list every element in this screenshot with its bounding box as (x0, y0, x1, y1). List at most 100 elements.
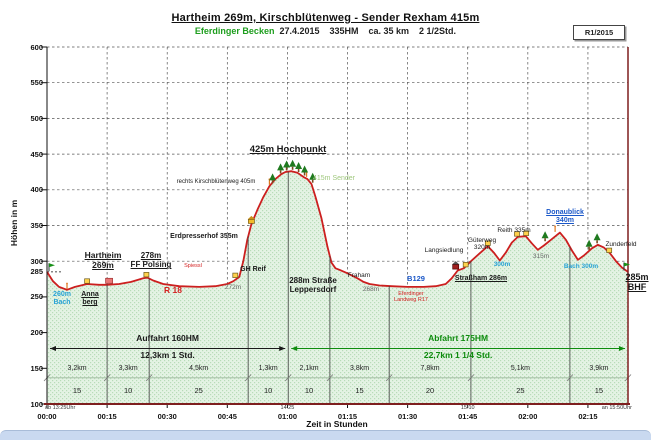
waypoint-marker-icon (66, 282, 68, 289)
waypoint-annotation: 288m Straße Leppersdorf (289, 276, 337, 295)
chart-title: Hartheim 269m, Kirschblütenweg - Sender … (171, 12, 480, 24)
segment-distance-label: 5,1km (510, 364, 530, 372)
x-tick-label: 00:30 (157, 412, 177, 421)
waypoint-annotation: Langsiedlung (424, 247, 464, 254)
segment-speed-label: 15 (72, 385, 82, 395)
house-icon (105, 277, 113, 284)
waypoint-annotation: Donaublick 340m (546, 209, 584, 225)
tree-icon (585, 239, 593, 250)
tree-icon (301, 165, 309, 176)
time-note: ab 13:25Uhr (45, 405, 76, 411)
segment-speed-label: 10 (304, 385, 314, 395)
x-tick-label: 00:00 (37, 412, 57, 421)
waypoint-annotation: GH Reif (240, 266, 266, 273)
x-tick-label: 00:15 (97, 412, 117, 421)
y-tick-label: 400 (30, 185, 43, 195)
climb-span-label: Auffahrt 160HM (136, 332, 199, 343)
waypoint-annotation: Anna berg (81, 291, 99, 307)
waypoint-annotation: Straßham 286m (454, 275, 508, 282)
y-tick-label: 550 (30, 78, 43, 88)
waypoint-marker-icon (84, 278, 90, 284)
house-icon (451, 261, 460, 270)
waypoint-annotation: Bach 300m (563, 263, 599, 270)
segment-speed-label: 15 (594, 385, 604, 395)
x-tick-label: 01:45 (458, 412, 478, 421)
tree-icon (283, 160, 291, 171)
x-tick-label: 02:00 (518, 412, 538, 421)
waypoint-annotation: 272m (224, 284, 242, 291)
waypoint-annotation: 268m (362, 286, 380, 293)
climb-span-sublabel: 12,3km 1 Std. (140, 349, 195, 360)
route-id-badge[interactable]: R1/2015 (573, 25, 625, 40)
y-tick-label: 150 (30, 363, 43, 373)
segment-distance-label: 3,8km (350, 364, 370, 372)
segment-speed-label: 15 (355, 385, 364, 395)
y-tick-label: 600 (30, 42, 43, 52)
segment-distance-label: 4,5km (189, 364, 209, 372)
x-tick-label: 01:30 (398, 412, 418, 421)
segment-distance-label: 7,8km (420, 364, 440, 372)
waypoint-marker-icon (606, 247, 613, 253)
waypoint-marker-icon (523, 230, 530, 236)
y-tick-label: 100 (30, 399, 43, 409)
waypoint-annotation: Spiessl (184, 263, 202, 269)
segment-distance-label: 2,1km (299, 364, 319, 372)
waypoint-annotation: 415m Sender (312, 175, 356, 182)
waypoint-annotation: Hartheim 269m (84, 250, 122, 270)
waypoint-annotation: Erdpresserhof 355m (170, 233, 238, 240)
time-note: an 15:50Uhr (601, 405, 632, 411)
descent-span-sublabel: 22,7km 1 1/4 Std. (423, 349, 493, 360)
x-tick-label: 01:15 (337, 412, 358, 421)
segment-distance-label: 1,3km (258, 364, 278, 372)
y-tick-label: 450 (30, 149, 43, 159)
waypoint-marker-icon (554, 225, 556, 232)
y-tick-label: 300 (30, 256, 43, 266)
x-tick-label: 01:00 (277, 412, 297, 421)
tree-icon (289, 159, 297, 170)
chart-subtitle: Eferdinger Becken 27.4.2015 335HM ca. 35… (0, 26, 651, 36)
waypoint-annotation: 300m (493, 261, 511, 268)
tree-icon (309, 172, 317, 183)
elevation-line (46, 170, 629, 291)
route-flag-icon (48, 263, 55, 272)
region-label: Eferdinger Becken (194, 26, 275, 36)
segment-speed-label: 20 (425, 385, 435, 395)
elevation-area (47, 171, 628, 404)
waypoint-marker-icon (462, 262, 469, 268)
y-axis-label: Höhen in m (9, 199, 19, 247)
waypoint-marker-icon (143, 272, 150, 278)
y-tick-label: 200 (30, 328, 43, 338)
segment-speed-label: 25 (516, 385, 525, 395)
tree-icon (269, 173, 277, 184)
y-tick-label: 285 (30, 267, 43, 277)
waypoint-annotation: Eferdinger Landweg R17 (394, 291, 428, 304)
segment-speed-label: 10 (264, 385, 273, 395)
waypoint-annotation: Güterweg 320m (467, 237, 497, 252)
segment-distance-label: 3,9km (589, 364, 609, 372)
x-axis-label: Zeit in Stunden (306, 419, 368, 429)
waypoint-annotation: rechts Kirschblütenweg 405m (176, 179, 256, 185)
tree-icon (277, 163, 285, 174)
waypoint-marker-icon (514, 231, 520, 237)
time-note: 15:10 (460, 405, 475, 411)
tree-icon (593, 233, 601, 244)
segment-distance-label: 3,2km (67, 364, 87, 372)
segment-speed-label: 10 (123, 385, 133, 395)
y-tick-label: 350 (30, 221, 43, 230)
tree-icon (295, 162, 303, 172)
y-tick-label: 250 (30, 292, 43, 302)
segment-distance-label: 3,3km (118, 364, 138, 372)
waypoint-annotation: B129 (407, 274, 425, 283)
x-tick-label: 02:15 (578, 412, 598, 421)
waypoint-annotation: 260m Bach (53, 291, 71, 307)
x-tick-label: 00:45 (217, 412, 237, 421)
segment-speed-label: 25 (194, 385, 203, 395)
time-note: 14:25 (280, 405, 295, 411)
subtitle-details: 27.4.2015 335HM ca. 35 km 2 1/2Std. (274, 26, 457, 36)
waypoint-annotation: R 18 (164, 285, 182, 295)
waypoint-annotation: 425m Hochpunkt (249, 144, 327, 155)
window-bottom-bar (0, 430, 651, 440)
